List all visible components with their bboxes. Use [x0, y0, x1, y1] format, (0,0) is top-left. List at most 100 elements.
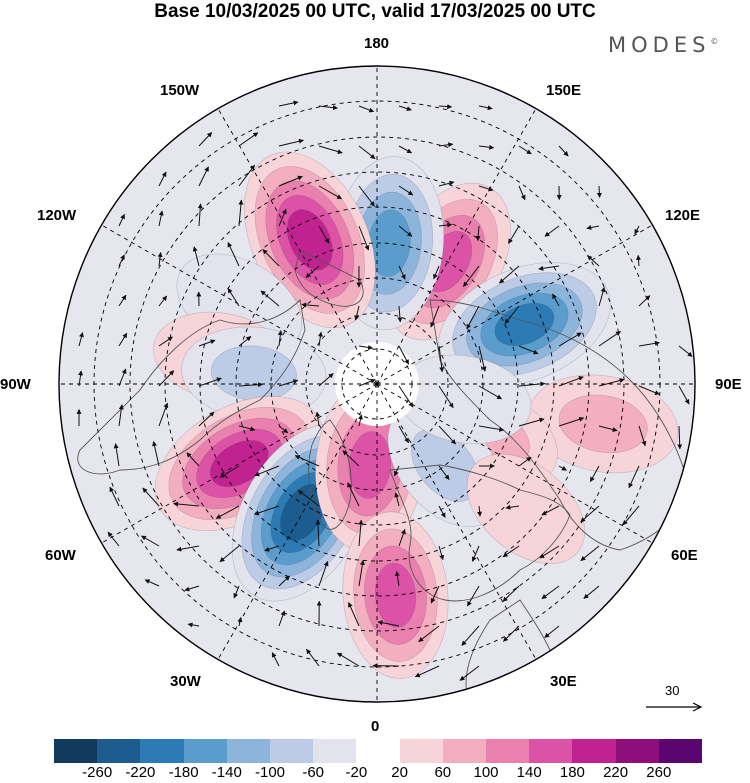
wind-arrow	[541, 505, 560, 516]
wind-arrow	[466, 305, 480, 330]
positive-anomaly	[527, 374, 679, 474]
wind-arrow	[107, 531, 120, 547]
polar-map	[58, 65, 696, 703]
wind-arrow	[398, 265, 406, 280]
wind-arrow	[518, 145, 532, 155]
wind-arrow	[398, 345, 410, 365]
wind-arrow	[198, 166, 209, 187]
colorbar-tick-label: 260	[646, 764, 672, 781]
meridians	[59, 66, 695, 702]
wind-arrow	[636, 254, 642, 267]
wind-arrow	[518, 381, 546, 387]
colorbar-swatch	[54, 739, 98, 763]
wind-arrow	[552, 293, 560, 307]
wind-arrow	[638, 295, 651, 307]
wind-arrow	[358, 559, 365, 587]
wind-arrow	[271, 652, 280, 667]
wind-arrow	[438, 180, 455, 187]
wind-arrow	[215, 505, 240, 519]
wind-arrow	[158, 336, 173, 347]
wind-arrow	[539, 545, 560, 559]
colorbar-swatch	[97, 739, 141, 763]
wind-arrow	[158, 210, 164, 227]
wind-arrow	[297, 489, 320, 507]
wind-arrow	[118, 332, 128, 347]
wind-arrow	[478, 345, 487, 372]
wind-vectors	[76, 100, 693, 681]
wind-arrow	[430, 585, 440, 604]
colorbar-swatch	[356, 739, 400, 763]
wind-arrow	[461, 625, 480, 646]
positive-anomaly	[466, 453, 585, 564]
wind-arrow	[518, 456, 532, 467]
wind-arrow	[580, 505, 600, 523]
wind-arrow	[278, 175, 303, 187]
wind-arrow	[438, 425, 457, 445]
vector-reference-arrow	[646, 702, 703, 712]
wind-arrow	[430, 305, 440, 328]
colorbar-tick-label: 20	[391, 764, 408, 781]
wind-arrow	[118, 254, 125, 267]
lon-label-60w: 60W	[45, 547, 76, 564]
coastline-north-america	[77, 299, 306, 475]
wind-arrow	[394, 465, 400, 477]
wind-arrow	[398, 145, 413, 154]
wind-arrow	[347, 482, 360, 507]
meridian-line	[376, 383, 653, 544]
wind-arrow	[678, 345, 693, 357]
meridian-line	[376, 383, 537, 660]
wind-arrow	[157, 251, 163, 267]
wind-arrow	[318, 105, 338, 111]
meridian-line	[376, 224, 653, 385]
lon-label-60e: 60E	[671, 547, 698, 564]
wind-arrow	[348, 602, 360, 627]
lon-label-180: 180	[364, 35, 390, 52]
wind-arrow	[394, 570, 400, 587]
lon-label-90e: 90E	[715, 376, 742, 393]
wind-arrow	[262, 249, 280, 267]
wind-arrow	[438, 222, 453, 228]
wind-arrow	[580, 545, 600, 562]
parallel-20n	[129, 136, 625, 632]
wind-arrow	[398, 385, 414, 408]
wind-arrow	[477, 505, 483, 517]
wind-arrow	[318, 185, 343, 200]
wind-arrow	[277, 330, 283, 347]
wind-arrow	[418, 625, 440, 643]
lon-label-120e: 120E	[665, 207, 701, 224]
wind-arrow	[158, 171, 167, 187]
wind-arrow	[414, 665, 440, 678]
colorbar-swatch	[313, 739, 357, 763]
wind-arrow	[219, 545, 240, 563]
wind-arrow	[598, 378, 625, 387]
wind-arrow	[558, 465, 567, 471]
negative-anomaly	[181, 326, 327, 420]
colorbar-swatch	[615, 739, 659, 763]
wind-arrow	[398, 105, 412, 111]
wind-arrow	[558, 332, 582, 347]
colorbar-swatch	[572, 739, 616, 763]
wind-arrow	[397, 305, 403, 323]
wind-arrow	[438, 345, 445, 373]
wind-arrow	[438, 104, 453, 110]
positive-anomaly	[243, 151, 376, 329]
colorbar-tick-label: -220	[125, 764, 156, 781]
wind-arrow	[253, 505, 280, 516]
wind-arrow	[504, 305, 520, 324]
wind-arrow	[152, 440, 160, 467]
wind-arrow	[197, 203, 203, 227]
wind-arrow	[176, 545, 200, 552]
colorbar-swatch	[270, 739, 314, 763]
lon-label-90w: 90W	[0, 376, 31, 393]
wind-arrow	[587, 255, 600, 267]
lon-label-150e: 150E	[546, 82, 582, 99]
wind-arrow	[518, 345, 539, 355]
lon-label-150w: 150W	[160, 82, 200, 99]
wind-arrow	[622, 505, 640, 526]
colorbar-tick-label: -20	[345, 764, 368, 781]
wind-arrow	[589, 465, 600, 483]
wind-arrow	[318, 373, 334, 387]
wind-arrow	[478, 144, 495, 150]
colorbar-swatch	[442, 739, 487, 763]
wind-arrow	[278, 138, 304, 147]
